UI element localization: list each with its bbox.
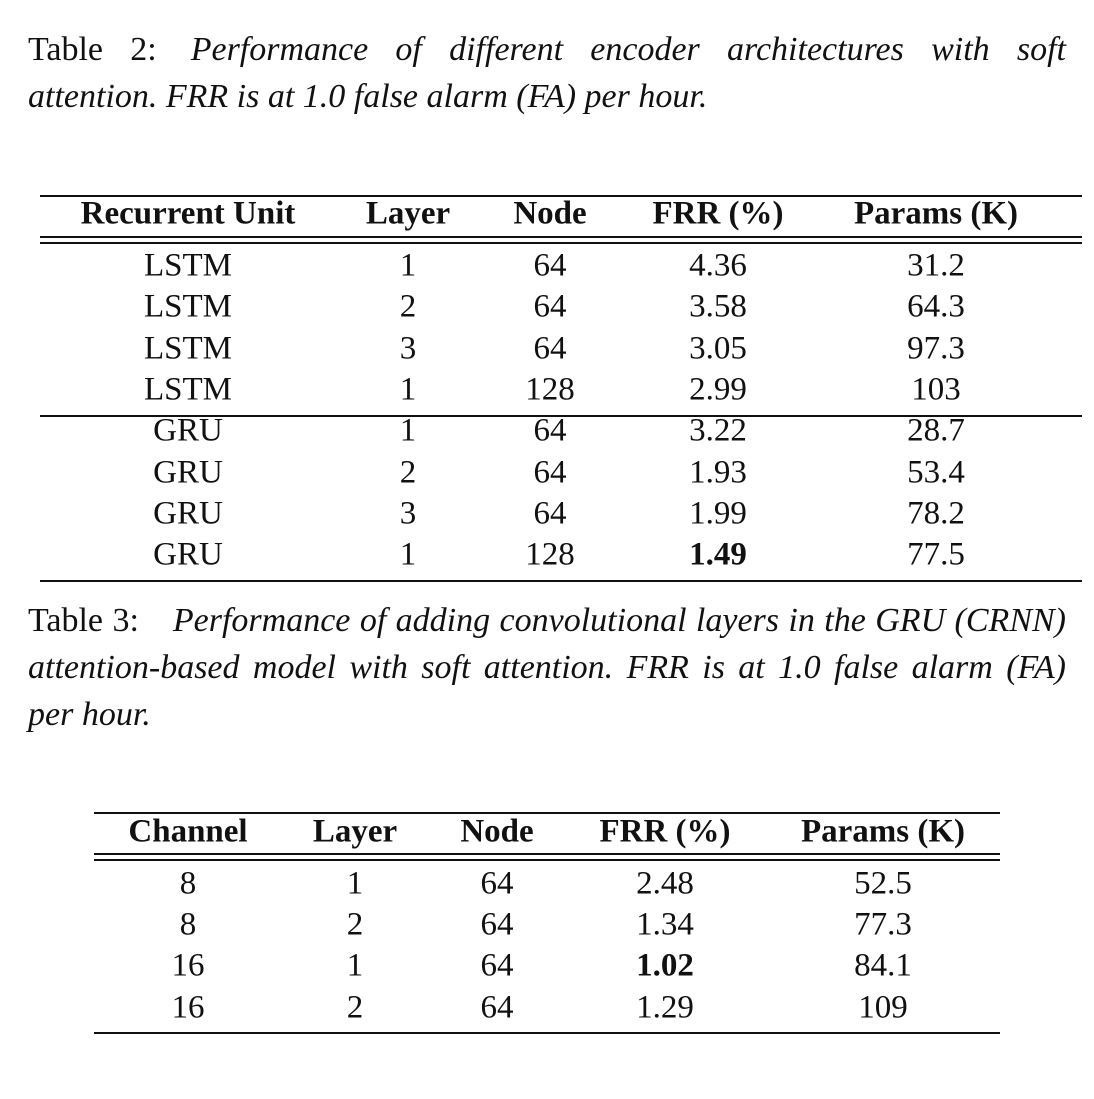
table-cell: 2: [346, 989, 364, 1026]
table-cell: 64: [533, 495, 567, 532]
table-cell: 1.02: [636, 947, 694, 984]
table-cell: 64: [533, 454, 567, 490]
table-cell: 84.1: [854, 947, 912, 984]
table-cell: 109: [858, 989, 908, 1026]
header-cell: Layer: [312, 813, 398, 850]
table-cell: GRU: [153, 454, 223, 490]
table-cell: 1.99: [689, 495, 747, 532]
table-cell: 2: [346, 906, 364, 943]
table-cell: LSTM: [143, 330, 233, 367]
table-cell: 31.2: [907, 247, 965, 284]
table-cell: GRU: [153, 495, 223, 532]
table-cell: 16: [171, 989, 205, 1026]
top-rule: [40, 195, 1082, 197]
top-rule: [94, 812, 1000, 814]
header-rule: [40, 236, 1082, 238]
table-cell: 8: [179, 906, 197, 943]
table-cell: LSTM: [143, 247, 233, 284]
table-cell: 103: [911, 371, 961, 408]
table-cell: 64: [533, 412, 567, 449]
table-cell: 3.58: [689, 288, 747, 325]
table-cell: 1.34: [636, 906, 694, 943]
table-cell: 3.05: [689, 330, 747, 367]
caption-text: Performance of adding convolutional laye…: [28, 602, 1066, 733]
table-cell: 3: [399, 495, 417, 532]
table-cell: 1: [346, 947, 364, 984]
table-cell: 1.93: [689, 454, 747, 490]
table-cell: 64: [480, 865, 514, 902]
table-cell: 1: [399, 247, 417, 284]
table-cell: 1.49: [689, 536, 747, 573]
table-cell: GRU: [153, 412, 223, 449]
table-cell: 77.5: [907, 536, 965, 573]
mid-rule: [40, 414, 1082, 417]
caption: Table 3: Performance of adding convoluti…: [28, 597, 1066, 738]
table-cell: LSTM: [143, 371, 233, 408]
table-cell: 1: [399, 412, 417, 449]
table-cell: 1: [399, 371, 417, 408]
table-cell: GRU: [153, 536, 223, 573]
table-cell: 4.36: [689, 247, 747, 284]
table-cell: 1: [346, 865, 364, 902]
table-cell: 2: [399, 288, 417, 325]
header-cell: Node: [460, 813, 534, 850]
table-cell: 1.29: [636, 989, 694, 1026]
table-cell: 64: [480, 989, 514, 1026]
header-cell: Params (K): [800, 813, 966, 850]
table-cell: 2: [399, 454, 417, 490]
table-cell: 64: [480, 906, 514, 943]
table-cell: LSTM: [143, 288, 233, 325]
table-cell: 64.3: [907, 288, 965, 325]
table-cell: 128: [525, 371, 575, 408]
table-cell: 2.99: [689, 371, 747, 408]
bottom-rule: [40, 579, 1082, 582]
header-cell: FRR (%): [599, 813, 731, 850]
table-cell: 52.5: [854, 865, 912, 902]
caption-label: Table 3:: [28, 602, 139, 639]
table-cell: 77.3: [854, 906, 912, 943]
table-cell: 64: [480, 947, 514, 984]
header-cell: FRR (%): [652, 195, 784, 232]
table-cell: 64: [533, 247, 567, 284]
caption-label: Table 2:: [28, 31, 157, 68]
header-cell: Layer: [365, 195, 451, 232]
table-cell: 16: [171, 947, 205, 984]
header-cell: Params (K): [853, 195, 1019, 232]
table-cell: 8: [179, 865, 197, 902]
table-cell: 3: [399, 330, 417, 367]
table-cell: 28.7: [907, 412, 965, 449]
table-cell: 53.4: [907, 454, 965, 490]
caption-text: Performance of different encoder archite…: [28, 31, 1067, 115]
table-cell: 78.2: [907, 495, 965, 532]
header-rule: [94, 853, 1000, 855]
table-cell: 128: [525, 536, 575, 573]
header-cell: Channel: [128, 813, 248, 850]
header-rule: [40, 242, 1082, 244]
header-cell: Node: [513, 195, 587, 232]
header-cell: Recurrent Unit: [80, 195, 296, 232]
table-cell: 64: [533, 288, 567, 325]
bottom-rule: [94, 1032, 1000, 1035]
caption: Table 2: Performance of different encode…: [28, 26, 1066, 120]
table-cell: 97.3: [907, 330, 965, 367]
header-rule: [94, 859, 1000, 861]
table-cell: 2.48: [636, 865, 694, 902]
table-cell: 64: [533, 330, 567, 367]
table-cell: 1: [399, 536, 417, 573]
table-cell: 3.22: [689, 412, 747, 449]
